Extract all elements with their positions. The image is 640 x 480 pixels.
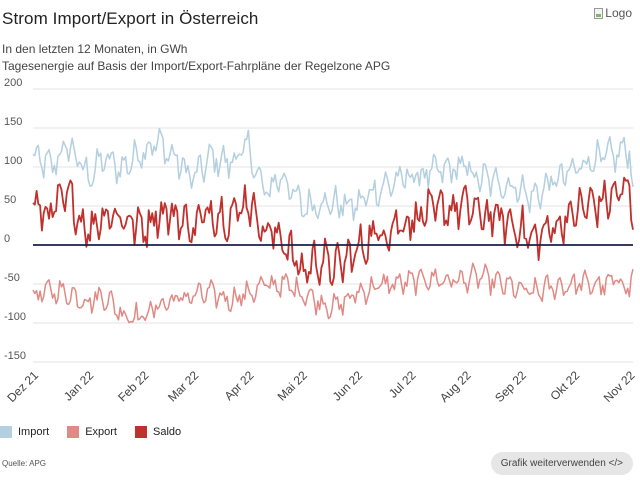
x-tick-label: Dez 21 (4, 368, 41, 405)
chart-subtitle-units: In den letzten 12 Monaten, in GWh (2, 42, 188, 56)
x-tick-label: Apr 22 (222, 368, 257, 403)
legend-item-export[interactable]: Export (67, 426, 117, 438)
x-tick-label: Mai 22 (275, 368, 311, 404)
source-note: Quelle: APG (2, 459, 47, 468)
series-line-saldo (32, 176, 634, 286)
legend-label-saldo: Saldo (152, 426, 182, 438)
x-tick-label: Jun 22 (330, 368, 366, 404)
x-tick-label: Mar 22 (165, 368, 202, 405)
x-tick-label: Jul 22 (386, 368, 419, 401)
y-tick-label: 50 (4, 194, 16, 206)
legend-swatch-import (0, 426, 12, 438)
x-tick-label: Nov 22 (601, 368, 638, 405)
chart-legend: Import Export Saldo (0, 426, 181, 438)
x-tick-label: Aug 22 (437, 368, 474, 405)
series-line-export (32, 262, 634, 324)
y-tick-label: 100 (4, 155, 22, 167)
series-line-import (32, 127, 634, 222)
y-tick-label: -100 (4, 311, 26, 323)
chart-title: Strom Import/Export in Österreich (2, 9, 259, 28)
y-tick-label: 200 (4, 77, 22, 89)
reuse-chart-button[interactable]: Grafik weiterverwenden </> (490, 452, 633, 475)
x-tick-label: Sep 22 (492, 368, 529, 405)
x-tick-label: Feb 22 (115, 368, 152, 405)
logo: Logo (594, 6, 632, 20)
y-tick-label: 150 (4, 116, 22, 128)
legend-swatch-saldo (134, 426, 147, 438)
legend-label-export: Export (85, 426, 117, 438)
line-chart: -150 -100 -50 0 50 100 150 200 Dez 21 Jan 22 Feb 2… (4, 77, 638, 405)
x-tick-label: Jan 22 (61, 368, 97, 404)
logo-alt-text: Logo (605, 6, 632, 20)
y-tick-label: 0 (4, 233, 10, 245)
legend-label-import: Import (18, 426, 50, 438)
y-tick-label: -150 (4, 350, 26, 362)
legend-swatch-export (67, 426, 80, 438)
legend-item-saldo[interactable]: Saldo (134, 426, 182, 438)
y-tick-label: -50 (4, 272, 20, 284)
x-tick-label: Okt 22 (547, 368, 582, 403)
broken-image-icon (594, 7, 604, 19)
chart-subtitle-description: Tagesenergie auf Basis der Import/Export… (2, 59, 391, 73)
legend-item-import[interactable]: Import (0, 426, 49, 438)
